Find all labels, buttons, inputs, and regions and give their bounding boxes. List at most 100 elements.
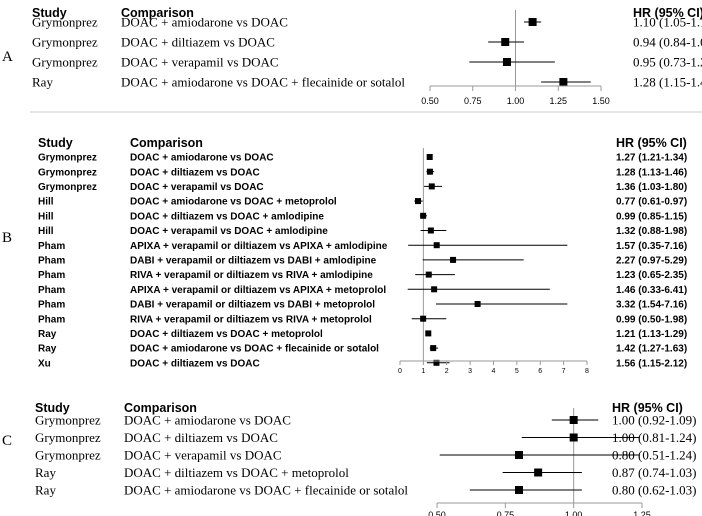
x-tick-label: 1 — [421, 368, 425, 375]
row-comparison: DOAC + diltiazem vs DOAC — [121, 35, 275, 50]
point-estimate-marker — [569, 416, 578, 424]
header-study: Study — [38, 136, 73, 150]
row-study: Pham — [38, 300, 65, 311]
row-comparison: DOAC + verapamil vs DOAC — [124, 448, 282, 463]
point-estimate-marker — [428, 183, 435, 190]
row-study: Grymonprez — [35, 448, 101, 463]
row-hr-ci-label: 0.95 (0.73-1.23) — [633, 55, 702, 70]
point-estimate-marker — [420, 315, 427, 322]
row-hr-ci-label: 0.99 (0.50-1.98) — [616, 314, 687, 325]
row-study: Grymonprez — [35, 430, 101, 445]
row-hr-ci-label: 2.27 (0.97-5.29) — [616, 256, 687, 267]
row-hr-ci-label: 1.27 (1.21-1.34) — [616, 153, 687, 164]
row-study: Ray — [35, 483, 56, 498]
point-estimate-marker — [430, 345, 437, 352]
row-hr-ci-label: 1.46 (0.33-6.41) — [616, 285, 687, 296]
row-comparison: RIVA + verapamil or diltiazem vs RIVA + … — [130, 270, 373, 281]
row-comparison: DOAC + amiodarone vs DOAC + metoprolol — [130, 197, 337, 208]
point-estimate-marker — [528, 18, 537, 26]
row-study: Hill — [38, 226, 54, 237]
row-study: Grymonprez — [35, 413, 101, 428]
row-hr-ci-label: 0.80 (0.62-1.03) — [612, 483, 697, 498]
row-comparison: DOAC + diltiazem vs DOAC + metoprolol — [130, 329, 323, 340]
x-tick-label: 0.50 — [421, 96, 439, 106]
row-hr-ci-label: 0.94 (0.84-1.05) — [633, 35, 702, 50]
row-hr-ci-label: 1.32 (0.88-1.98) — [616, 226, 687, 237]
point-estimate-marker — [431, 286, 438, 293]
row-hr-ci-label: 1.57 (0.35-7.16) — [616, 241, 687, 252]
x-tick-label: 1.25 — [549, 96, 567, 106]
row-comparison: DOAC + amiodarone vs DOAC — [124, 413, 291, 428]
x-tick-label: 2 — [445, 368, 449, 375]
header-study: Study — [32, 6, 67, 20]
row-hr-ci-label: 1.28 (1.15-1.44) — [633, 75, 702, 90]
x-tick-label: 1.50 — [592, 96, 610, 106]
row-study: Grymonprez — [38, 182, 97, 193]
row-hr-ci-label: 1.10 (1.05-1.15) — [633, 15, 702, 30]
row-hr-ci-label: 0.80 (0.51-1.24) — [612, 448, 697, 463]
row-study: Grymonprez — [32, 15, 98, 30]
row-study: Ray — [38, 344, 57, 355]
point-estimate-marker — [425, 330, 432, 337]
header-comparison: Comparison — [130, 136, 203, 150]
x-tick-label: 0.50 — [428, 510, 446, 516]
point-estimate-marker — [426, 168, 433, 175]
row-study: Ray — [38, 329, 57, 340]
row-study: Grymonprez — [38, 167, 97, 178]
row-comparison: APIXA + verapamil or diltiazem vs APIXA … — [130, 241, 388, 252]
point-estimate-marker — [515, 486, 523, 494]
point-estimate-marker — [450, 256, 457, 263]
point-estimate-marker — [425, 271, 432, 278]
x-tick-label: 4 — [492, 368, 496, 375]
point-estimate-marker — [426, 154, 433, 160]
row-study: Ray — [32, 75, 53, 90]
x-tick-label: 1.25 — [633, 510, 651, 516]
row-hr-ci-label: 1.42 (1.27-1.63) — [616, 344, 687, 355]
x-tick-label: 8 — [585, 368, 589, 375]
point-estimate-marker — [534, 468, 543, 477]
header-comparison: Comparison — [121, 6, 194, 20]
row-study: Pham — [38, 256, 65, 267]
row-comparison: DOAC + amiodarone vs DOAC + flecainide o… — [121, 75, 405, 90]
row-comparison: DOAC + diltiazem vs DOAC — [130, 358, 260, 369]
row-comparison: DOAC + diltiazem vs DOAC — [124, 430, 278, 445]
point-estimate-marker — [501, 38, 510, 46]
row-comparison: DOAC + amiodarone vs DOAC — [130, 153, 274, 164]
x-tick-label: 0 — [398, 368, 402, 375]
row-hr-ci-label: 3.32 (1.54-7.16) — [616, 300, 687, 311]
point-estimate-marker — [515, 451, 523, 459]
point-estimate-marker — [433, 242, 440, 249]
header-study: Study — [35, 401, 70, 415]
row-comparison: DOAC + amiodarone vs DOAC + flecainide o… — [124, 483, 408, 498]
point-estimate-marker — [433, 359, 440, 366]
row-study: Grymonprez — [32, 55, 98, 70]
row-study: Ray — [35, 465, 56, 480]
row-study: Pham — [38, 241, 65, 252]
row-comparison: DOAC + diltiazem vs DOAC + metoprolol — [124, 465, 349, 480]
panel-label: A — [2, 49, 13, 65]
row-hr-ci-label: 1.28 (1.13-1.46) — [616, 167, 687, 178]
x-tick-label: 5 — [515, 368, 519, 375]
panel-label: B — [2, 230, 12, 246]
row-comparison: DABI + verapamil or diltiazem vs DABI + … — [130, 300, 375, 311]
point-estimate-marker — [427, 227, 434, 234]
row-study: Xu — [38, 358, 51, 369]
row-study: Hill — [38, 197, 54, 208]
row-hr-ci-label: 1.00 (0.81-1.24) — [612, 430, 697, 445]
point-estimate-marker — [414, 198, 421, 205]
x-tick-label: 0.75 — [464, 96, 482, 106]
row-hr-ci-label: 1.23 (0.65-2.35) — [616, 270, 687, 281]
x-tick-label: 6 — [538, 368, 542, 375]
row-hr-ci-label: 0.87 (0.74-1.03) — [612, 465, 697, 480]
row-hr-ci-label: 1.21 (1.13-1.29) — [616, 329, 687, 340]
row-hr-ci-label: 0.99 (0.85-1.15) — [616, 211, 687, 222]
header-hr-ci: HR (95% CI) — [612, 401, 683, 415]
row-hr-ci-label: 0.77 (0.61-0.97) — [616, 197, 687, 208]
row-hr-ci-label: 1.56 (1.15-2.12) — [616, 358, 687, 369]
row-comparison: DOAC + amiodarone vs DOAC — [121, 15, 288, 30]
x-tick-label: 1.00 — [507, 96, 525, 106]
row-study: Grymonprez — [38, 153, 97, 164]
x-tick-label: 3 — [468, 368, 472, 375]
x-tick-label: 0.75 — [497, 510, 515, 516]
